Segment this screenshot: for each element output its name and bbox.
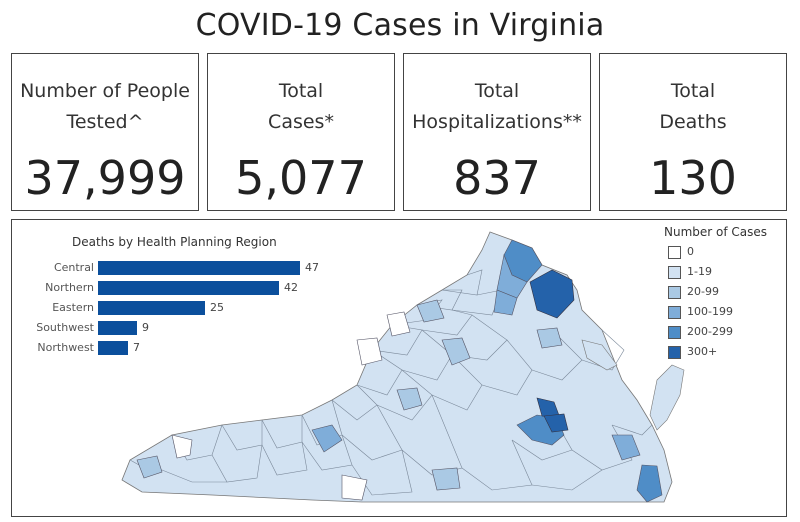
bar-label: Southwest (36, 321, 94, 334)
northern-neck (581, 339, 618, 371)
kpi-value-deaths: 130 (649, 151, 737, 205)
legend-label: 200-299 (687, 325, 733, 338)
county-loudoun-area (496, 253, 528, 299)
county-hampton-roads (611, 434, 641, 461)
bar-value-label: 7 (133, 341, 140, 354)
bar-row: Eastern 25 (12, 298, 372, 318)
legend-item[interactable]: 1-19 (664, 263, 784, 283)
county-harrisonburg-area (386, 311, 411, 337)
virginia-county-map[interactable] (12, 220, 787, 517)
legend-label: 300+ (687, 345, 718, 358)
map-panel: Deaths by Health Planning Region Central… (11, 219, 787, 517)
bar-label: Northern (45, 281, 94, 294)
legend-item[interactable]: 20-99 (664, 283, 784, 303)
county-lynchburg-area (396, 387, 423, 411)
kpi-card-tested: Number of People Tested^ 37,999 (11, 53, 199, 211)
page-title: COVID-19 Cases in Virginia (195, 8, 605, 43)
legend-swatch (668, 266, 681, 279)
bar-row: Central 47 (12, 258, 372, 278)
county-shenandoah-area (416, 299, 445, 323)
kpi-value-cases: 5,077 (235, 151, 367, 205)
kpi-card-cases: Total Cases* 5,077 (207, 53, 395, 211)
county-fredericksburg (536, 327, 563, 349)
county-eastern-shore-coast (636, 464, 663, 503)
county-southwest-white (171, 434, 193, 459)
bar-label: Eastern (52, 301, 94, 314)
county-albemarle-area (441, 337, 471, 366)
bar[interactable] (98, 301, 205, 315)
bar[interactable] (98, 321, 137, 335)
bar-value-label: 25 (210, 301, 224, 314)
legend-title: Number of Cases (664, 225, 768, 239)
bar-row: Northwest 7 (12, 338, 372, 358)
bar[interactable] (98, 281, 279, 295)
bar-row: Northern 42 (12, 278, 372, 298)
legend-label: 100-199 (687, 305, 733, 318)
kpi-label-hospitalizations: Total Hospitalizations** (412, 80, 582, 133)
county-highland (356, 337, 383, 366)
legend-swatch (668, 346, 681, 359)
kpi-label-tested: Number of People Tested^ (20, 80, 190, 133)
county-chesterfield (543, 413, 569, 433)
bar[interactable] (98, 341, 128, 355)
kpi-card-hospitalizations: Total Hospitalizations** 837 (403, 53, 591, 211)
bar-value-label: 9 (142, 321, 149, 334)
kpi-value-tested: 37,999 (24, 151, 186, 205)
bar-row: Southwest 9 (12, 318, 372, 338)
legend-label: 1-19 (687, 265, 712, 278)
bar-value-label: 47 (305, 261, 319, 274)
legend-swatch (668, 286, 681, 299)
county-fairfax (529, 269, 575, 319)
county-wise-area (136, 455, 163, 479)
legend-swatch (668, 246, 681, 259)
kpi-value-hospitalizations: 837 (453, 151, 541, 205)
legend-swatch (668, 306, 681, 319)
legend-item[interactable]: 0 (664, 243, 784, 263)
chart-title: Deaths by Health Planning Region (72, 235, 277, 249)
kpi-card-deaths: Total Deaths 130 (599, 53, 787, 211)
bar-label: Northwest (37, 341, 94, 354)
county-prince-william (493, 289, 518, 316)
legend-item[interactable]: 100-199 (664, 303, 784, 323)
bar-label: Central (53, 261, 94, 274)
legend-swatch (668, 326, 681, 339)
eastern-shore-peninsula (649, 364, 685, 431)
county-danville-area (431, 467, 461, 491)
county-southside-white (341, 474, 368, 501)
bar[interactable] (98, 261, 300, 275)
legend-label: 20-99 (687, 285, 719, 298)
legend-label: 0 (687, 245, 694, 258)
map-legend: Number of Cases 0 1-19 20-99 100-199 200-299… (664, 225, 784, 363)
legend-item[interactable]: 300+ (664, 343, 784, 363)
county-roanoke-area (311, 424, 343, 453)
legend-item[interactable]: 200-299 (664, 323, 784, 343)
kpi-label-deaths: Total Deaths (659, 80, 727, 133)
kpi-label-cases: Total Cases* (268, 80, 334, 133)
bar-value-label: 42 (284, 281, 298, 294)
